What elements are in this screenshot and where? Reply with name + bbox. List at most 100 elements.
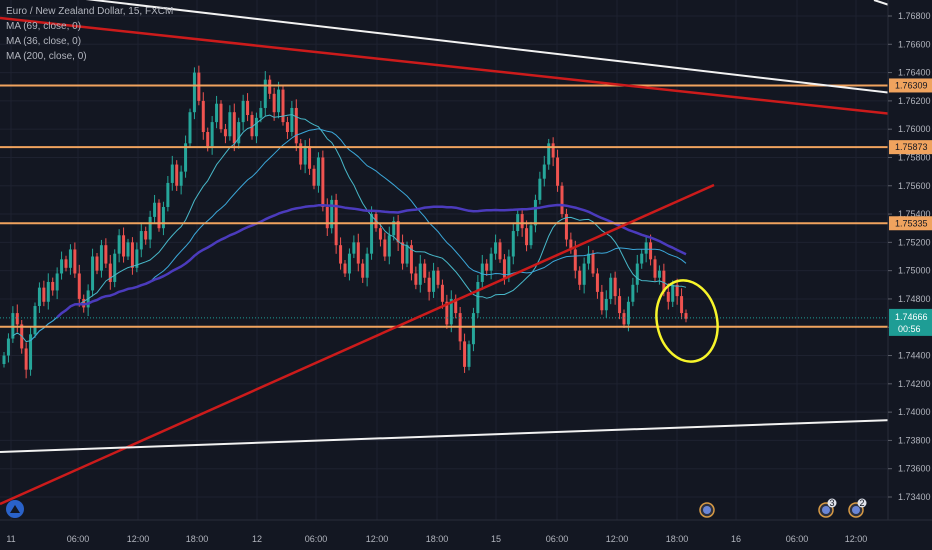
candle-body [24, 348, 28, 370]
upper-red-trendline[interactable] [0, 16, 893, 116]
candle-body [130, 242, 134, 268]
countdown-text: 00:56 [898, 324, 921, 334]
trend-lines[interactable] [0, 0, 893, 506]
candle-body [609, 277, 613, 299]
candle-body [2, 355, 6, 365]
candle-body [502, 259, 506, 278]
candle-body [37, 287, 41, 307]
candle-body [427, 277, 431, 292]
level-price-tag-text: 1.75873 [895, 142, 928, 152]
candle-body [489, 253, 493, 271]
time-tick-label: 06:00 [67, 534, 90, 544]
tradingview-logo-icon[interactable] [6, 500, 24, 518]
candle-body [463, 341, 467, 367]
candle-body [480, 263, 484, 282]
price-tick-label: 1.73400 [898, 492, 931, 502]
candle-body [321, 157, 325, 207]
price-tick-label: 1.74800 [898, 294, 931, 304]
candle-body [409, 245, 413, 274]
candle-body [99, 245, 103, 271]
event-flag-icon [822, 506, 830, 514]
candlestick-series [2, 65, 688, 379]
horizontal-levels[interactable] [0, 84, 888, 328]
candle-body [55, 273, 59, 291]
time-tick-label: 15 [491, 534, 501, 544]
candle-body [560, 185, 564, 215]
candle-body [573, 249, 577, 271]
candle-body [281, 89, 285, 123]
candle-body [440, 284, 444, 302]
candle-body [108, 263, 112, 282]
candle-body [547, 143, 551, 165]
price-tick-label: 1.73800 [898, 435, 931, 445]
candle-body [498, 242, 502, 260]
candle-body [662, 270, 666, 292]
price-tick-label: 1.76400 [898, 68, 931, 78]
candle-body [246, 100, 250, 116]
candle-body [316, 157, 320, 186]
time-tick-label: 18:00 [666, 534, 689, 544]
candle-body [64, 259, 68, 268]
candle-body [520, 214, 524, 229]
candle-body [232, 112, 236, 144]
candle-body [148, 216, 152, 240]
level-price-tag [889, 140, 932, 155]
candle-body [122, 235, 126, 257]
candle-body [370, 214, 374, 254]
candle-body [303, 146, 307, 165]
candle-body [254, 117, 258, 137]
candle-body [405, 245, 409, 264]
candle-body [578, 270, 582, 285]
event-count-badge [827, 498, 837, 508]
candle-body [188, 112, 192, 144]
price-tick-label: 1.75800 [898, 152, 931, 162]
candle-body [591, 253, 595, 274]
candle-body [126, 242, 130, 257]
time-tick-label: 18:00 [426, 534, 449, 544]
candle-body [237, 122, 241, 144]
event-count-text: 3 [829, 498, 834, 508]
candle-body [387, 235, 391, 257]
time-axis[interactable]: 11 06:00 12:00 18:00 12 06:00 12:00 18:00 15 06:0… [0, 519, 932, 544]
candle-body [33, 306, 37, 335]
candle-body [215, 103, 219, 123]
candle-body [312, 168, 316, 186]
price-tick-label: 1.76000 [898, 124, 931, 134]
lower-white-trendline[interactable] [0, 419, 893, 453]
candle-body [210, 122, 214, 147]
candle-body [538, 178, 542, 200]
price-tick-label: 1.75200 [898, 237, 931, 247]
candle-body [184, 143, 188, 172]
candle-body [680, 296, 684, 314]
candle-body [418, 263, 422, 285]
last-price-text: 1.74666 [895, 312, 928, 322]
upper-white-trendline[interactable] [60, 0, 893, 94]
candle-body [471, 313, 475, 345]
candle-body [511, 231, 515, 257]
candle-body [299, 143, 303, 165]
candle-body [259, 107, 263, 118]
time-tick-label: 12:00 [127, 534, 150, 544]
candle-body [582, 263, 586, 285]
candle-body [423, 263, 427, 278]
candle-body [268, 79, 272, 94]
highlight-circle[interactable] [649, 275, 725, 368]
candle-body [356, 242, 360, 264]
candle-body [29, 334, 33, 370]
price-tick-label: 1.74200 [898, 379, 931, 389]
candle-body [653, 259, 657, 278]
rising-red-trendline[interactable] [0, 183, 715, 506]
time-tick-label: 12:00 [366, 534, 389, 544]
candle-body [361, 263, 365, 278]
candle-body [166, 182, 170, 207]
candle-body [631, 284, 635, 302]
time-tick-label: 16 [731, 534, 741, 544]
candle-body [175, 164, 179, 186]
candle-body [414, 273, 418, 285]
candle-body [170, 164, 174, 183]
candle-body [51, 281, 55, 291]
